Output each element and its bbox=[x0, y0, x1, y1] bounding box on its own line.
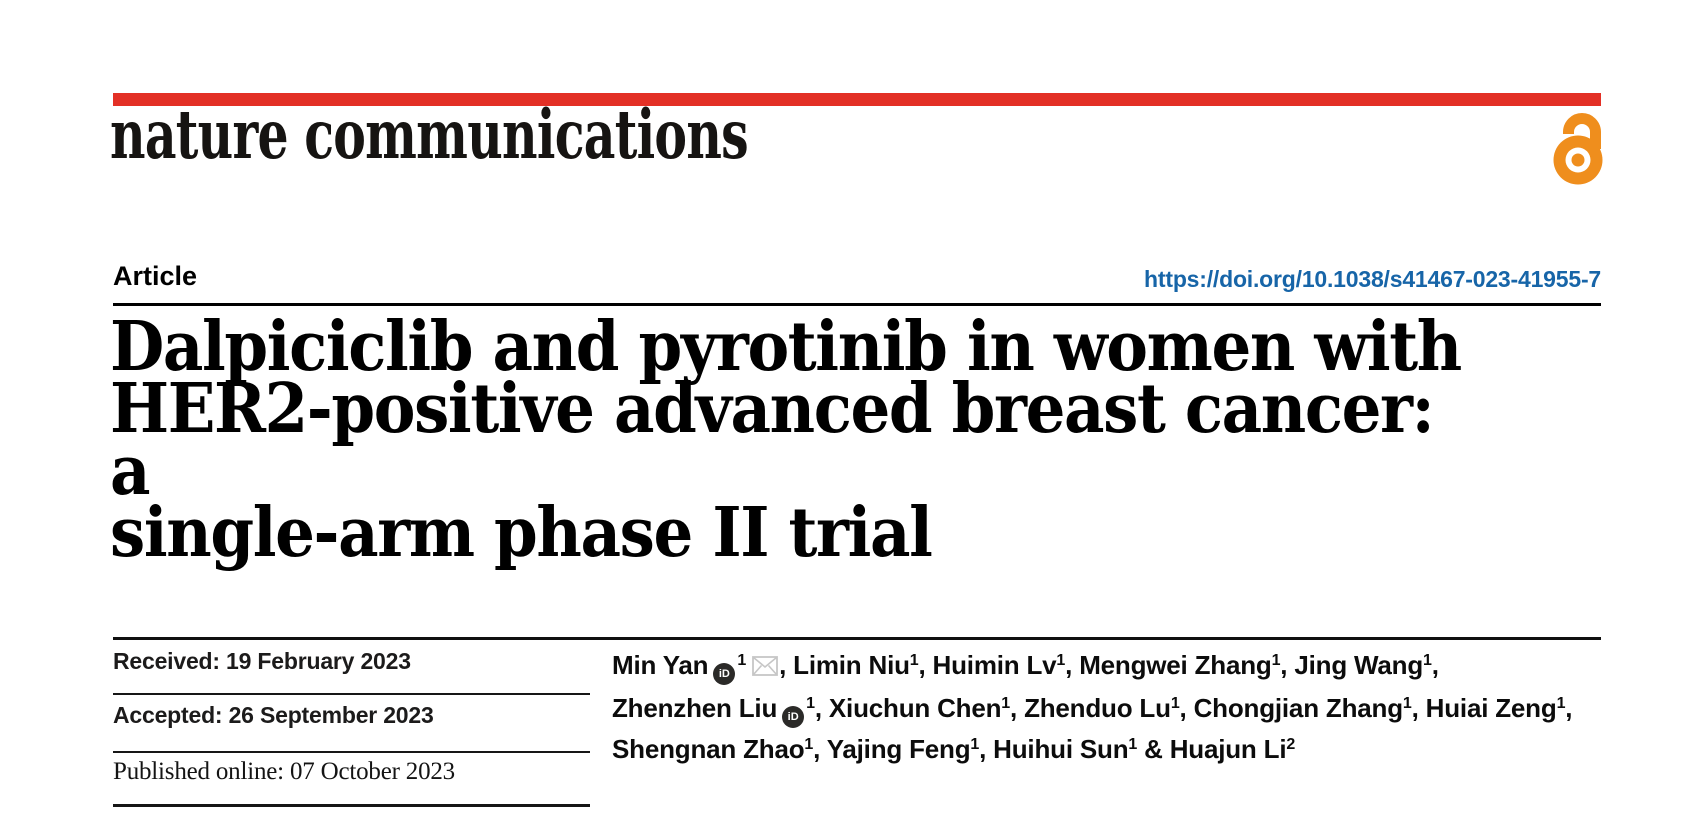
author-line: Min Yan iD1, Limin Niu1, Huimin Lv1, Meng… bbox=[612, 645, 1612, 688]
author-name: Shengnan Zhao bbox=[612, 734, 805, 764]
affiliation-superscript: 1 bbox=[1170, 695, 1180, 712]
author: Mengwei Zhang1, bbox=[1079, 650, 1294, 680]
article-title: Dalpiciclib and pyrotinib in women with … bbox=[110, 307, 1462, 573]
author-separator: , bbox=[779, 650, 794, 680]
affiliation-superscript: 1 bbox=[970, 736, 980, 753]
author-name: Min Yan bbox=[612, 650, 709, 680]
accepted-date: Accepted: 26 September 2023 bbox=[113, 702, 434, 728]
affiliation-superscript: 1 bbox=[1556, 695, 1566, 712]
author: Limin Niu1, bbox=[793, 650, 932, 680]
date-divider bbox=[113, 751, 590, 753]
author-separator: , bbox=[813, 734, 827, 764]
affiliation-superscript: 1 bbox=[1423, 652, 1432, 669]
author: Huajun Li2 bbox=[1169, 734, 1296, 764]
received-date: Received: 19 February 2023 bbox=[113, 648, 411, 674]
author-name: Jing Wang bbox=[1294, 650, 1424, 680]
author-name: Mengwei Zhang bbox=[1079, 650, 1272, 680]
author-name: Zhenduo Lu bbox=[1024, 693, 1171, 723]
author-separator: , bbox=[1411, 693, 1426, 723]
affiliation-superscript: 1 bbox=[909, 652, 919, 669]
author: Huihui Sun1 & bbox=[993, 734, 1170, 764]
affiliation-superscript: 1 bbox=[1056, 652, 1066, 669]
date-divider bbox=[113, 804, 590, 807]
author: Huimin Lv1, bbox=[933, 650, 1080, 680]
affiliation-superscript: 1 bbox=[1402, 695, 1412, 712]
date-divider bbox=[113, 693, 590, 695]
author-separator: , bbox=[1431, 650, 1439, 680]
author-lines: Min Yan iD1, Limin Niu1, Huimin Lv1, Meng… bbox=[612, 645, 1612, 770]
orcid-icon[interactable]: iD bbox=[782, 706, 805, 728]
header-rule bbox=[113, 303, 1601, 306]
author-separator: , bbox=[1065, 650, 1080, 680]
author: Zhenduo Lu1, bbox=[1024, 693, 1194, 723]
author-separator: , bbox=[1280, 650, 1295, 680]
author-separator: , bbox=[1179, 693, 1194, 723]
author-name: Limin Niu bbox=[793, 650, 910, 680]
affiliation-superscript: 1 bbox=[1128, 736, 1138, 753]
journal-logo: nature communications bbox=[110, 95, 749, 174]
author-name: Huiai Zeng bbox=[1425, 693, 1557, 723]
author-separator: , bbox=[1565, 693, 1573, 723]
affiliation-superscript: 1 bbox=[737, 652, 747, 669]
affiliation-superscript: 1 bbox=[804, 736, 814, 753]
author-name: Yajing Feng bbox=[826, 734, 971, 764]
author: Huiai Zeng1, bbox=[1426, 693, 1573, 723]
author-separator: , bbox=[918, 650, 933, 680]
affiliation-superscript: 1 bbox=[1001, 695, 1010, 712]
author: Jing Wang1, bbox=[1294, 650, 1439, 680]
author-name: Huajun Li bbox=[1169, 734, 1287, 764]
orcid-icon[interactable]: iD bbox=[713, 663, 736, 685]
article-type-label: Article bbox=[113, 261, 198, 291]
affiliation-superscript: 1 bbox=[1271, 652, 1281, 669]
author-name: Chongjian Zhang bbox=[1193, 693, 1404, 723]
author: Xiuchun Chen1, bbox=[829, 693, 1024, 723]
email-envelope-icon[interactable] bbox=[752, 647, 778, 688]
published-date: Published online: 07 October 2023 bbox=[113, 758, 455, 785]
author-name: Huimin Lv bbox=[932, 650, 1057, 680]
author: Shengnan Zhao1, bbox=[612, 734, 827, 764]
author-separator: , bbox=[979, 734, 994, 764]
brand-red-bar bbox=[113, 93, 1601, 106]
affiliation-superscript: 2 bbox=[1286, 736, 1296, 753]
author: Zhenzhen Liu iD1, bbox=[612, 693, 829, 728]
author-separator: & bbox=[1137, 734, 1170, 764]
doi-link[interactable]: https://doi.org/10.1038/s41467-023-41955… bbox=[1144, 266, 1601, 292]
author-name: Huihui Sun bbox=[993, 734, 1129, 764]
author-separator: , bbox=[1010, 693, 1025, 723]
author-line: Shengnan Zhao1, Yajing Feng1, Huihui Sun… bbox=[612, 729, 1612, 770]
author: Min Yan iD1, bbox=[612, 650, 794, 685]
affiliation-superscript: 1 bbox=[806, 695, 815, 712]
author: Yajing Feng1, bbox=[827, 734, 993, 764]
author-name: Xiuchun Chen bbox=[828, 693, 1002, 723]
author-line: Zhenzhen Liu iD1, Xiuchun Chen1, Zhenduo … bbox=[612, 688, 1612, 729]
author-separator: , bbox=[814, 693, 829, 723]
author: Chongjian Zhang1, bbox=[1194, 693, 1426, 723]
open-access-icon[interactable] bbox=[1553, 107, 1603, 185]
meta-top-rule bbox=[113, 637, 1601, 640]
author-name: Zhenzhen Liu bbox=[612, 693, 778, 723]
